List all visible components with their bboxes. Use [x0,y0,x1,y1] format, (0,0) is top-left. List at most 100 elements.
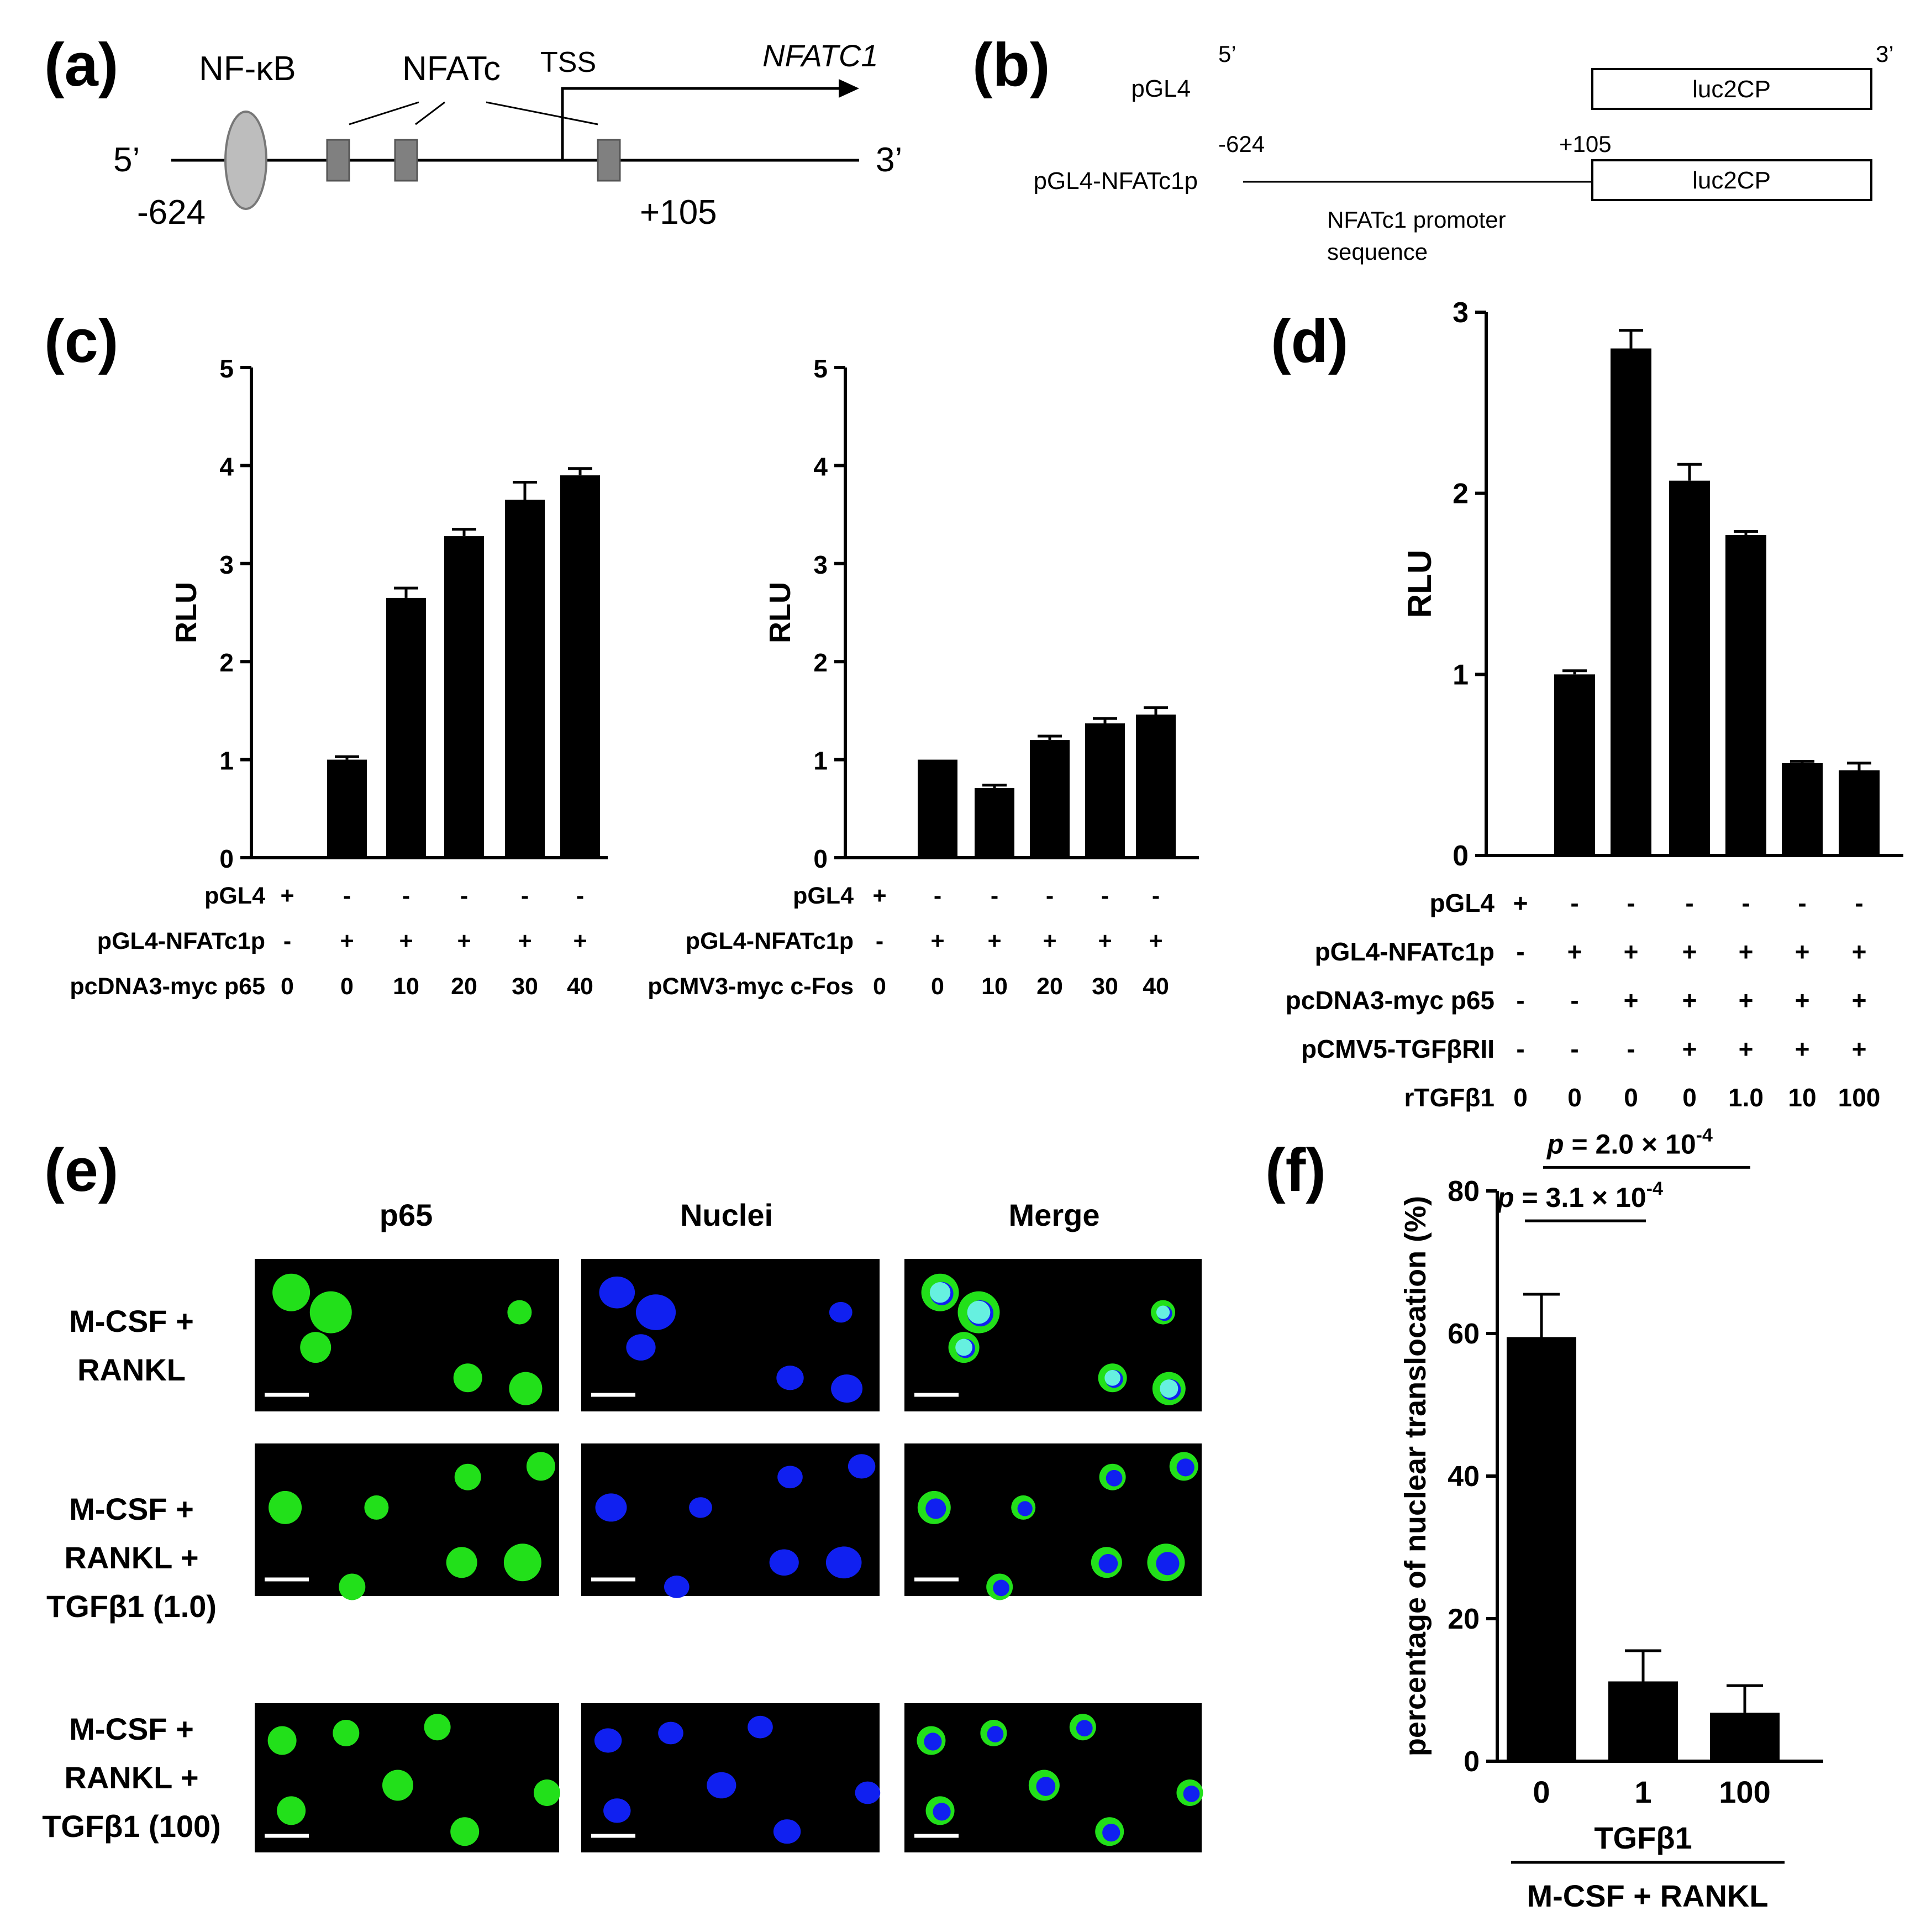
condition-value: 100 [1838,1083,1881,1112]
construct-label-pgl4-nfatc1p: pGL4-NFATc1p [1033,167,1198,195]
condition-value: 0 [1513,1083,1528,1112]
nucleus [664,1576,690,1598]
column-header-p65: p65 [380,1198,433,1232]
condition-value: + [872,883,886,909]
nucleus [658,1721,683,1745]
panel-label-f: (f) [1265,1136,1326,1204]
nucleus [773,1819,801,1844]
p-value-label: p = 3.1 × 10-4 [1496,1178,1663,1213]
y-tick-label: 60 [1448,1318,1480,1350]
p65-cell [339,1573,366,1600]
condition-value: + [1624,937,1639,966]
column-header-nuclei: Nuclei [680,1198,773,1232]
condition-value: - [402,883,410,909]
y-tick-label: 80 [1448,1175,1480,1208]
y-axis-label: RLU [764,582,797,643]
condition-row-label: pCMV3-myc c-Fos [648,973,854,1000]
merge-nucleus [933,1803,951,1821]
p65-cell [267,1726,297,1755]
condition-value: - [1741,889,1750,917]
bar [1030,740,1070,858]
p65-cell [333,1720,360,1746]
end-position-label: +105 [1559,131,1612,157]
merge-nucleus [925,1498,946,1519]
nucleus [635,1294,676,1330]
bar [1725,535,1766,855]
condition-row-label: pGL4 [204,883,265,909]
nucleus [599,1276,635,1309]
bar [444,536,484,858]
p65-cell [503,1544,541,1582]
p65-cell [364,1495,389,1520]
bar [386,597,426,858]
bar [327,759,367,858]
merge-overlap [1160,1379,1178,1398]
merge-nucleus [1076,1720,1093,1737]
condition-value: + [1682,986,1697,1015]
nfatc-site-3 [597,139,621,182]
bar [1136,714,1176,858]
merge-nucleus [1156,1552,1180,1576]
condition-row-label: rTGFβ1 [1404,1083,1495,1112]
promoter-caption-line2: sequence [1327,239,1428,265]
bar [1554,674,1595,855]
merge-nucleus [1106,1469,1123,1487]
row3-label-line1: M-CSF + [69,1712,194,1746]
nucleus [626,1334,656,1361]
merge-overlap [1156,1305,1170,1319]
luc-label-1: luc2CP [1692,76,1771,103]
condition-value: - [1855,889,1863,917]
condition-value: 40 [1143,973,1169,1000]
condition-value: - [1152,883,1160,909]
condition-value: + [573,928,587,954]
condition-value: 30 [1092,973,1118,1000]
y-tick-label: 3 [1453,297,1469,329]
y-axis-label: RLU [170,582,203,643]
nfatc-pointer-3 [486,101,598,125]
p65-cell [382,1770,413,1801]
p65-cell [300,1332,331,1363]
three-prime-label: 3’ [876,141,902,179]
tss-arrow [561,87,845,160]
condition-value: - [576,883,584,909]
condition-value: 20 [1036,973,1063,1000]
p65-cell [509,1372,543,1405]
condition-value: + [1739,1035,1754,1063]
tss-label: TSS [540,46,596,78]
p65-cell [526,1452,555,1481]
y-axis-label: RLU [1401,550,1438,618]
condition-value: - [521,883,529,909]
column-header-merge: Merge [1009,1198,1100,1232]
condition-value: + [1098,928,1112,954]
condition-row-label: pGL4-NFATc1p [97,928,265,954]
bar [505,500,545,858]
condition-row-label: pcDNA3-myc p65 [1286,986,1495,1015]
p65-cell [272,1273,311,1311]
p-value-label: p = 2.0 × 10-4 [1546,1125,1713,1159]
y-tick-label: 1 [219,747,234,775]
condition-value: 0 [281,973,294,1000]
merge-nucleus [924,1733,942,1751]
x-tick-label: 1 [1634,1775,1651,1809]
condition-row-label: pGL4-NFATc1p [1315,937,1495,966]
merge-nucleus [1102,1824,1120,1842]
y-tick-label: 2 [813,648,828,677]
nucleus [748,1715,773,1739]
bar [1669,480,1710,855]
bar [1611,348,1651,855]
nfkb-label: NF-κB [199,50,296,88]
x-axis-label: TGFβ1 [1594,1820,1692,1855]
condition-value: 0 [1624,1083,1638,1112]
bar [1085,723,1125,858]
condition-value: + [1739,986,1754,1015]
merge-nucleus [1017,1501,1033,1516]
condition-value: + [518,928,532,954]
condition-value: - [1046,883,1054,909]
nucleus [829,1301,853,1323]
merge-nucleus [1176,1458,1194,1477]
y-tick-label: 3 [219,550,234,579]
condition-value: 0 [1567,1083,1582,1112]
y-tick-label: 5 [219,354,234,383]
nucleus [594,1728,622,1753]
